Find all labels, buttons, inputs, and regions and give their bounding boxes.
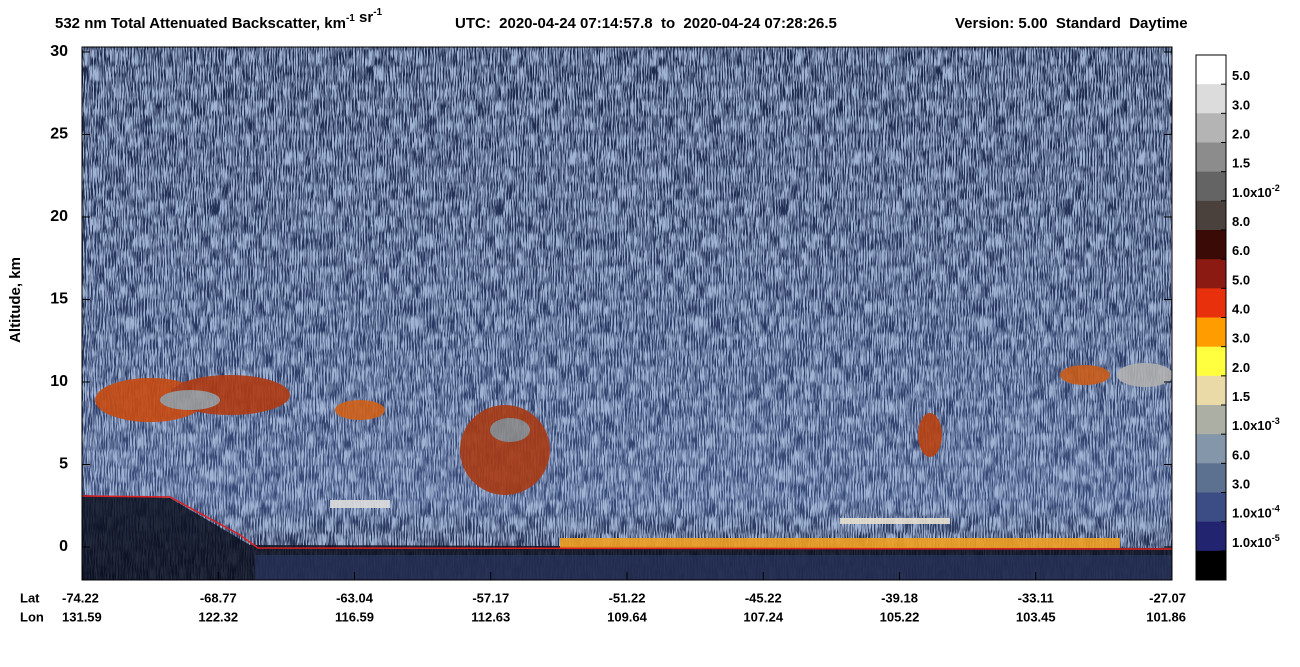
y-tick-label: 15 [50,291,68,308]
lon-tick-label: 112.63 [471,609,510,624]
colorbar-swatch [1196,200,1226,231]
y-tick-label: 25 [50,126,68,143]
backscatter-image [82,47,1172,580]
colorbar-label-text: 5.0 [1232,273,1250,288]
colorbar-label-text: 1.5 [1232,389,1250,404]
colorbar-swatch [1196,550,1226,581]
y-tick-label: 10 [50,373,68,390]
lon-tick-label: 107.24 [743,609,784,624]
lat-tick-label: -74.22 [62,590,99,605]
colorbar-label-text: 8.0 [1232,214,1250,229]
colorbar-label: 4.0 [1232,302,1250,317]
y-tick-label: 20 [50,208,68,225]
colorbar-swatch [1196,171,1226,202]
lon-tick-label: 101.86 [1146,609,1186,624]
title-superscript: -1 [373,7,382,18]
colorbar-label-text: 1.0x10 [1232,506,1272,521]
colorbar-label: 2.0 [1232,127,1250,142]
y-tick-label: 30 [50,43,68,60]
colorbar-swatch [1196,288,1226,318]
colorbar-label-text: 5.0 [1232,69,1250,84]
colorbar-swatch [1196,230,1226,260]
colorbar-swatch [1196,317,1226,348]
colorbar-label: 1.5 [1232,389,1250,404]
lat-tick-label: -51.22 [609,590,646,605]
lat-tick-label: -57.17 [472,590,509,605]
lon-tick-label: 105.22 [880,609,920,624]
colorbar-swatch [1196,375,1226,406]
colorbar-swatch [1196,405,1226,435]
colorbar-label-text: 1.0x10 [1232,185,1272,200]
lon-tick-label: 122.32 [198,609,238,624]
colorbar-label: 1.5 [1232,156,1250,171]
colorbar-swatch [1196,142,1226,173]
lat-tick-label: -63.04 [336,590,374,605]
y-tick-label: 0 [59,538,68,555]
lat-tick-label: -68.77 [200,590,237,605]
lat-tick-label: -27.07 [1149,590,1186,605]
colorbar-label-exp: -2 [1272,183,1280,193]
colorbar-label-text: 3.0 [1232,477,1250,492]
y-axis-label: Altitude, km [7,257,24,343]
colorbar-label-text: 1.0x10 [1232,419,1272,434]
colorbar-label: 5.0 [1232,273,1250,288]
lon-label: Lon [20,609,44,624]
lon-tick-label: 109.64 [607,609,648,624]
colorbar-swatch [1196,346,1226,377]
title-superscript: -1 [346,13,355,24]
colorbar-swatch [1196,434,1226,464]
lon-tick-label: 116.59 [335,609,374,624]
colorbar-label: 1.0x10-5 [1232,533,1280,550]
colorbar-label-exp: -3 [1272,417,1280,427]
colorbar-label-text: 3.0 [1232,331,1250,346]
colorbar-label-text: 6.0 [1232,448,1250,463]
colorbar-swatch [1196,113,1226,143]
colorbar-label: 1.0x10-3 [1232,417,1280,434]
colorbar-label-text: 2.0 [1232,127,1250,142]
colorbar-label-text: 6.0 [1232,244,1250,259]
title-part: sr [355,9,374,26]
colorbar-swatch [1196,259,1226,289]
colorbar-label-exp: -4 [1272,504,1280,514]
colorbar-label: 3.0 [1232,98,1250,113]
title-part: 532 nm Total Attenuated Backscatter, km [55,15,346,32]
colorbar-label: 6.0 [1232,244,1250,259]
colorbar-label: 3.0 [1232,331,1250,346]
colorbar-swatch [1196,463,1226,493]
lon-tick-label: 131.59 [62,609,102,624]
colorbar-label-text: 3.0 [1232,98,1250,113]
colorbar-label-text: 4.0 [1232,302,1250,317]
colorbar-label: 2.0 [1232,360,1250,375]
version: Version: 5.00 Standard Daytime [955,15,1188,32]
colorbar-swatch [1196,492,1226,523]
colorbar-swatch [1196,521,1226,552]
colorbar-label: 8.0 [1232,214,1250,229]
colorbar-label-text: 2.0 [1232,360,1250,375]
colorbar-label: 3.0 [1232,477,1250,492]
lat-label: Lat [20,590,40,605]
colorbar-swatch [1196,84,1226,114]
lat-tick-label: -39.18 [881,590,918,605]
colorbar-label-exp: -5 [1272,533,1280,543]
colorbar-label: 6.0 [1232,448,1250,463]
lon-tick-label: 103.45 [1016,609,1056,624]
colorbar-label: 1.0x10-4 [1232,504,1280,521]
time-range: UTC: 2020-04-24 07:14:57.8 to 2020-04-24… [455,15,837,32]
colorbar-label: 1.0x10-2 [1232,183,1280,200]
colorbar-label: 5.0 [1232,69,1250,84]
lat-tick-label: -33.11 [1018,590,1054,605]
chart-title: 532 nm Total Attenuated Backscatter, km-… [55,7,383,32]
colorbar-swatch [1196,55,1226,85]
colorbar-label-text: 1.5 [1232,156,1250,171]
colorbar-label-text: 1.0x10 [1232,535,1272,550]
lat-tick-label: -45.22 [745,590,782,605]
y-tick-label: 5 [59,456,68,473]
